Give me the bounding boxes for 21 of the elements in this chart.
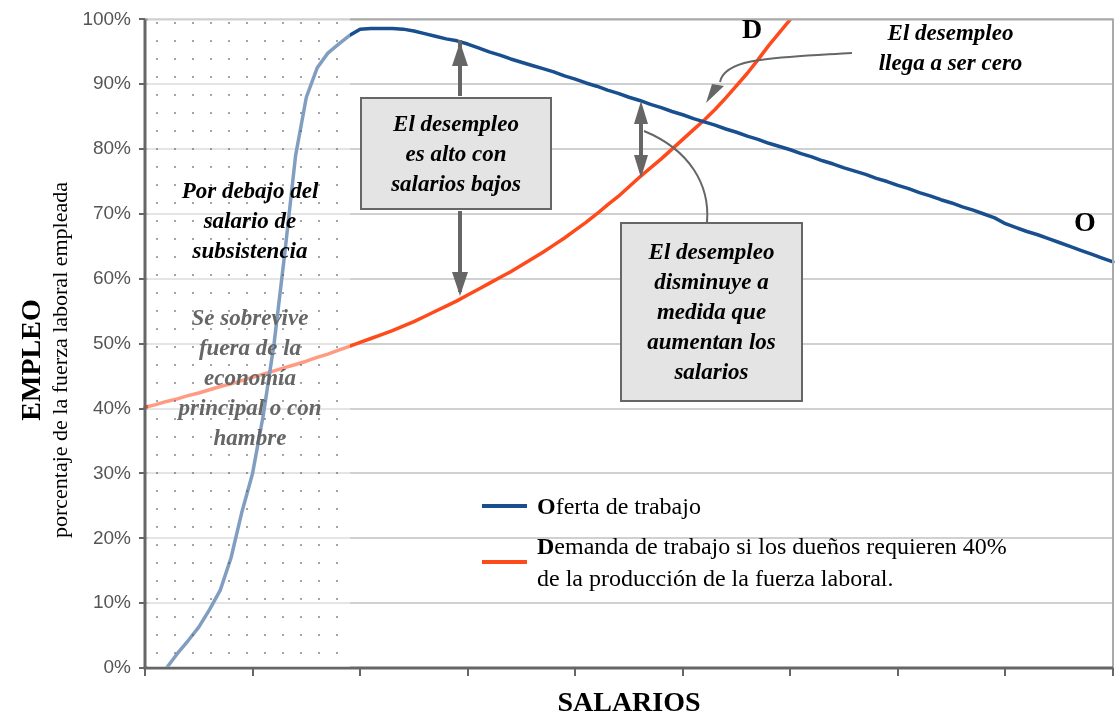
y-tick-label: 70% bbox=[92, 202, 132, 224]
legend-label: Oferta de trabajo bbox=[537, 492, 701, 521]
x-axis-title: SALARIOS bbox=[556, 686, 702, 718]
annotation: El desempleo llega a ser cero bbox=[877, 19, 1024, 77]
y-tick-label: 100% bbox=[82, 7, 132, 29]
y-tick-label: 90% bbox=[92, 72, 132, 94]
y-tick-label: 10% bbox=[92, 591, 132, 613]
y-tick-label: 50% bbox=[92, 331, 132, 353]
y-tick-label: 80% bbox=[92, 137, 132, 159]
y-tick-label: 30% bbox=[92, 461, 132, 483]
y-tick-label: 40% bbox=[92, 396, 132, 418]
annotation: El desempleo disminuye a medida que aumentan los salarios bbox=[646, 238, 777, 386]
annotation: D bbox=[741, 12, 763, 46]
y-tick-label: 60% bbox=[92, 267, 132, 289]
annotation: El desempleo es alto con salarios bajos bbox=[390, 109, 522, 198]
annotation: O bbox=[1074, 205, 1096, 239]
y-axis-title: EMPLEO porcentaje de la fuerza laboral empleada bbox=[15, 181, 73, 539]
y-tick-label: 0% bbox=[103, 656, 132, 678]
legend-label: Demanda de trabajo si los dueños requieren 40% de la producción de la fuerza laboral. bbox=[537, 532, 1007, 593]
y-tick-label: 20% bbox=[92, 526, 132, 548]
annotation: Por debajo del salario de subsistencia bbox=[180, 177, 320, 265]
